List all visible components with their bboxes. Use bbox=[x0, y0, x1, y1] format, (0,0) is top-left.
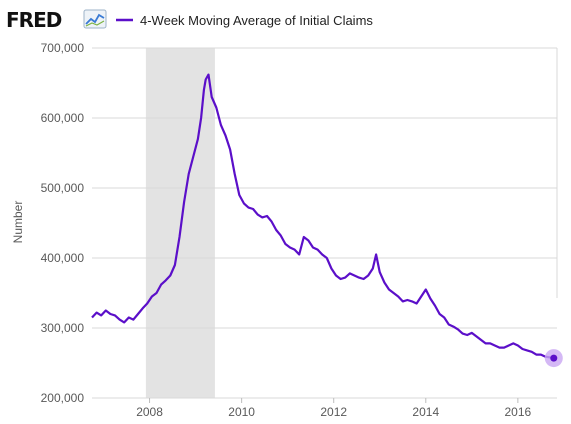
x-tick-labels: 2008 2010 2012 2014 2016 bbox=[136, 398, 532, 419]
x-tick-label: 2010 bbox=[228, 405, 255, 419]
y-tick-label: 600,000 bbox=[41, 111, 85, 125]
y-tick-label: 700,000 bbox=[41, 41, 85, 55]
x-tick-label: 2008 bbox=[136, 405, 163, 419]
fred-logo[interactable]: FRED bbox=[6, 8, 63, 32]
legend[interactable]: 4-Week Moving Average of Initial Claims bbox=[116, 13, 373, 28]
header: FRED 4-Week Moving Average of Initial Cl… bbox=[6, 8, 373, 32]
series-layer bbox=[91, 73, 563, 368]
legend-label: 4-Week Moving Average of Initial Claims bbox=[140, 13, 373, 28]
y-tick-label: 500,000 bbox=[41, 181, 85, 195]
grid-layer bbox=[92, 47, 558, 399]
series-line[interactable] bbox=[91, 73, 555, 360]
endpoint-marker[interactable] bbox=[550, 354, 558, 362]
y-axis-title: Number bbox=[11, 201, 25, 244]
y-tick-label: 400,000 bbox=[41, 251, 85, 265]
x-tick-label: 2016 bbox=[505, 405, 532, 419]
x-tick-label: 2014 bbox=[412, 405, 439, 419]
line-chart-icon bbox=[83, 9, 107, 29]
x-tick-label: 2012 bbox=[320, 405, 347, 419]
y-tick-labels: 200,000 300,000 400,000 500,000 600,000 700,0… bbox=[41, 41, 85, 405]
y-tick-label: 200,000 bbox=[41, 391, 85, 405]
y-tick-label: 300,000 bbox=[41, 321, 85, 335]
